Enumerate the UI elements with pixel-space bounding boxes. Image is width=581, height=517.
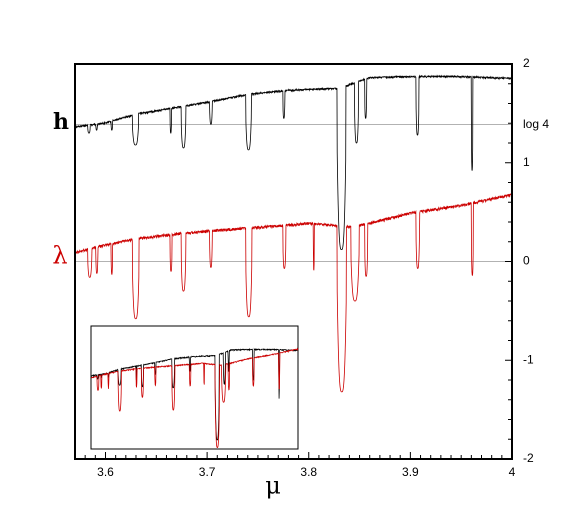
series-label-lambda: λ (52, 242, 67, 270)
y-tick-label: log 4 (523, 117, 549, 131)
x-tick-label: 3.9 (402, 465, 419, 479)
inset-series-line-h (90, 347, 299, 441)
axis-ticks: 3.6 3.7 3.8 3.9 4 2 log 4 1 0 -1 -2 (74, 56, 549, 479)
y-tick-label: 0 (523, 254, 530, 268)
inset-frame (90, 325, 299, 450)
inset-plot (90, 325, 299, 450)
series-line-h (74, 74, 513, 251)
x-tick-label: 3.6 (97, 465, 114, 479)
y-tick-label: 1 (523, 155, 530, 169)
y-tick-label: -1 (523, 352, 534, 366)
series-layer (74, 74, 513, 393)
x-axis-label: μ (265, 472, 281, 500)
y-tick-label: -2 (523, 451, 534, 465)
x-tick-label: 3.8 (300, 465, 317, 479)
series-line-lambda (74, 193, 513, 393)
x-tick-label: 3.7 (199, 465, 216, 479)
reference-lines (75, 124, 512, 262)
y-tick-label: 2 (523, 56, 530, 70)
inset-series-line-lambda (90, 347, 299, 448)
x-tick-label: 4 (509, 465, 516, 479)
series-label-h: h (53, 109, 69, 135)
